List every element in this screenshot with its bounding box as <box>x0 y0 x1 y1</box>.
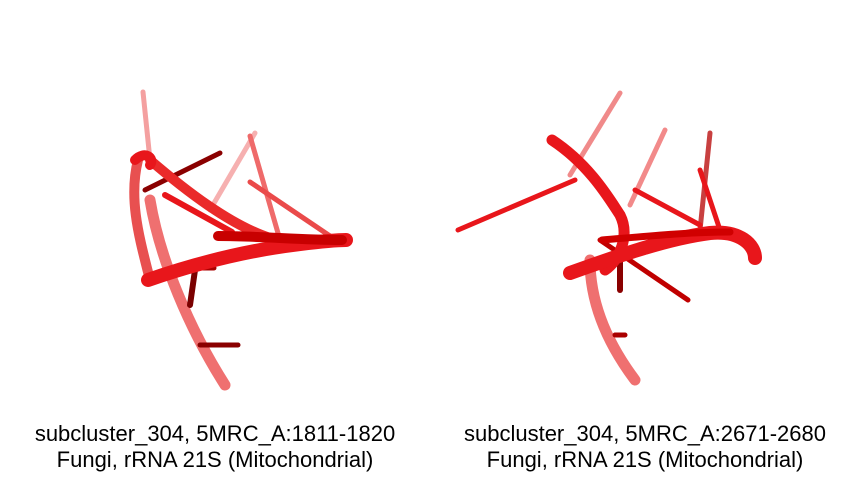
caption-line2: Fungi, rRNA 21S (Mitochondrial) <box>486 447 804 472</box>
backbone-front-shadow <box>598 228 734 244</box>
backbone-front <box>141 233 353 287</box>
backbone-strand <box>129 155 155 285</box>
rna-cartoon-right <box>455 90 762 386</box>
caption-line2: Fungi, rRNA 21S (Mitochondrial) <box>56 447 374 472</box>
backbone-front <box>563 225 762 280</box>
rna-cartoon-left <box>129 89 353 391</box>
caption-left: subcluster_304, 5MRC_A:1811-1820 Fungi, … <box>0 421 430 473</box>
base-stick <box>627 127 668 208</box>
base-stick <box>162 192 235 235</box>
caption-line1: subcluster_304, 5MRC_A:2671-2680 <box>463 421 826 446</box>
backbone-front-shadow <box>213 231 347 245</box>
caption-right: subcluster_304, 5MRC_A:2671-2680 Fungi, … <box>430 421 860 473</box>
base-stick <box>142 150 223 193</box>
base-stick <box>697 167 723 233</box>
base-stick <box>187 267 198 308</box>
backbone-lower <box>144 194 231 391</box>
base-stick <box>455 177 578 233</box>
base-stick <box>632 187 703 228</box>
structure-panel-right: subcluster_304, 5MRC_A:2671-2680 Fungi, … <box>430 0 860 480</box>
caption-line1: subcluster_304, 5MRC_A:1811-1820 <box>34 421 396 446</box>
base-stick <box>140 89 153 163</box>
structure-panel-left: subcluster_304, 5MRC_A:1811-1820 Fungi, … <box>0 89 430 473</box>
backbone-end <box>130 150 157 170</box>
base-stick <box>247 179 333 239</box>
backbone-lower <box>584 254 641 386</box>
base-stick <box>247 133 283 243</box>
base-stick <box>207 130 258 213</box>
